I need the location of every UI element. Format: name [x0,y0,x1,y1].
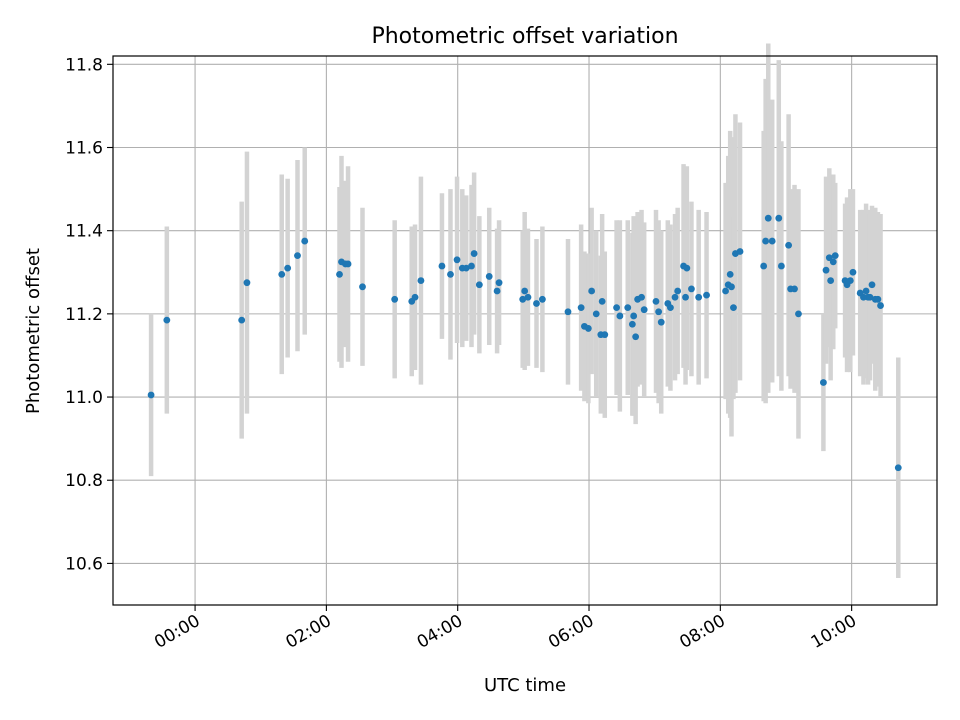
data-point [829,258,837,266]
data-point [391,295,399,303]
data-point [284,264,292,272]
data-point [877,302,884,309]
data-point [777,262,785,270]
data-point [344,260,352,268]
data-point [613,304,620,312]
x-axis-label: UTC time [484,675,566,696]
data-point [862,287,870,295]
data-point [147,391,155,399]
data-point [462,264,470,272]
data-point [301,237,309,245]
data-point [722,287,729,295]
data-point [874,295,882,303]
data-point [470,250,478,257]
data-point [695,293,703,301]
data-point [728,283,735,291]
data-point [736,248,744,255]
data-point [657,318,665,326]
data-point [538,295,546,303]
data-point [447,270,454,278]
data-point [163,316,171,324]
data-point [632,333,640,341]
data-point [667,304,674,312]
data-point [730,304,737,312]
data-point [294,252,301,260]
data-point [453,256,461,264]
data-point [671,293,679,301]
data-point [533,300,540,307]
y-axis-label: Photometric offset [23,248,44,414]
data-point [894,464,902,472]
data-point [630,312,638,320]
data-point [577,304,585,312]
data-point [601,331,609,339]
data-point [764,214,772,222]
y-tick-label: 11.2 [65,305,103,325]
data-point [768,237,776,245]
data-point [336,270,343,278]
data-point [827,277,835,284]
data-point [521,287,529,295]
data-point [674,287,682,295]
data-point [760,262,768,270]
chart-title: Photometric offset variation [371,24,678,49]
data-point [775,214,783,222]
data-point [683,264,691,272]
data-point [726,270,734,278]
data-point [868,281,876,289]
y-tick-label: 11.0 [65,388,103,408]
data-point [493,287,501,295]
data-point [688,285,695,293]
data-point [524,293,532,301]
data-point [616,312,624,320]
data-point [820,379,827,386]
y-tick-label: 11.6 [65,139,103,159]
data-point [468,262,475,270]
data-point [411,293,419,301]
data-point [243,279,251,287]
data-point [238,316,246,324]
data-point [655,308,663,316]
y-tick-label: 10.6 [65,554,103,574]
data-point [795,310,802,318]
data-point [628,320,636,328]
data-point [584,325,592,332]
data-point [598,297,606,305]
data-point [652,297,660,305]
data-point [519,295,527,303]
data-point [682,293,689,301]
data-point [417,277,425,284]
data-point [592,310,600,318]
data-points [147,214,902,472]
data-point [640,306,648,314]
plot-frame [112,55,938,606]
data-point [703,291,710,299]
data-point [359,283,366,291]
data-point [438,262,446,270]
y-tick-label: 11.8 [65,55,103,75]
data-point [846,277,854,284]
data-point [866,293,874,301]
data-point [849,268,857,276]
data-point [475,281,483,289]
y-tick-label: 10.8 [65,471,103,491]
data-point [624,304,632,312]
data-point [791,285,798,293]
data-point [785,241,793,249]
data-point [278,270,286,278]
data-point [831,252,839,260]
data-point [495,279,503,287]
data-point [638,293,645,301]
data-point [762,237,770,245]
y-axis-ticks: 10.6 10.8 11.0 11.2 11.4 11.6 11.8 [65,55,113,574]
data-point [485,273,493,280]
data-point [564,308,572,316]
y-tick-label: 11.4 [65,222,103,242]
data-point [822,266,830,274]
data-point [588,287,596,295]
